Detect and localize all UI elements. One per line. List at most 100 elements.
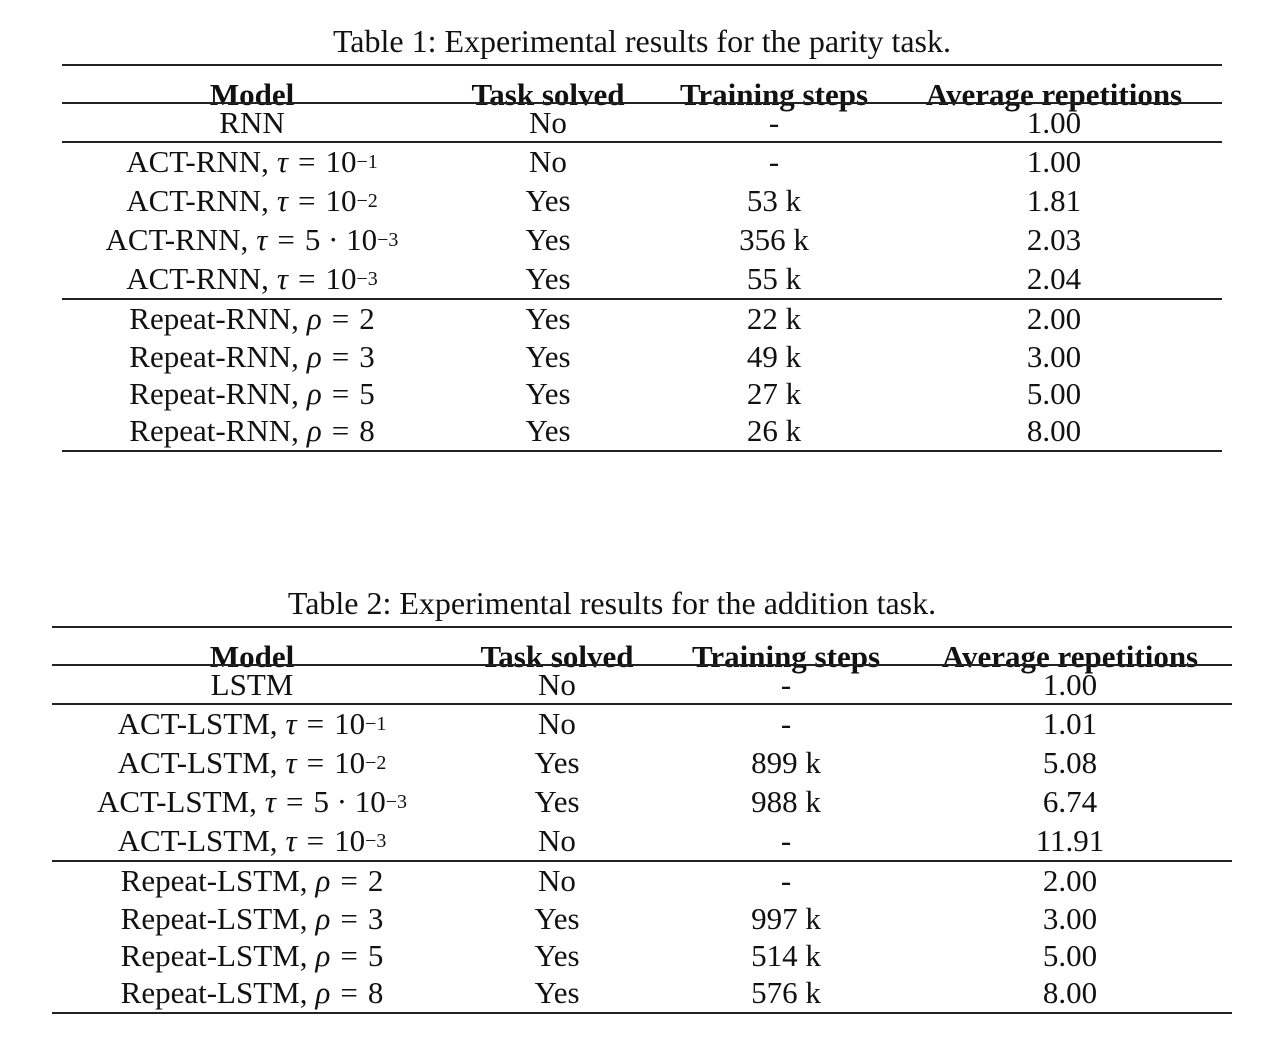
header-rule: [52, 664, 1232, 666]
cell-training-steps: 22 k: [746, 301, 802, 336]
model-name: ACT-LSTM, τ = 5 · 10 −3: [96, 784, 408, 819]
model-name: ACT-RNN, τ = 5 · 10 −3: [105, 222, 399, 257]
table-row: Repeat-LSTM, ρ = 2 No - 2.00: [52, 862, 1232, 900]
cell-average-repetitions: 11.91: [1035, 823, 1105, 858]
equals-sign: =: [331, 301, 350, 336]
cell-model: ACT-LSTM, τ = 10 −1: [52, 706, 452, 742]
table-row: ACT-LSTM, τ = 5 · 10 −3 Yes 988 k 6.74: [52, 783, 1232, 821]
cell-model: Repeat-LSTM, ρ = 8: [52, 975, 452, 1011]
model-name: Repeat-LSTM, ρ = 3: [121, 901, 384, 937]
model-name: ACT-LSTM, τ = 10 −3: [117, 823, 387, 858]
top-rule: [62, 64, 1222, 66]
table-row: ACT-RNN, τ = 5 · 10 −3 Yes 356 k 2.03: [62, 221, 1222, 259]
model-name: Repeat-RNN, ρ = 5: [129, 376, 374, 412]
table-row: Repeat-RNN, ρ = 5 Yes 27 k 5.00: [62, 375, 1222, 413]
table-row: Repeat-LSTM, ρ = 8 Yes 576 k 8.00: [52, 974, 1232, 1012]
equals-sign: =: [298, 261, 316, 296]
cell-average-repetitions: 3.00: [1042, 901, 1098, 936]
group-rule: [62, 298, 1222, 300]
cell-average-repetitions: 5.00: [1042, 938, 1098, 973]
model-prefix: ACT-LSTM,: [117, 706, 278, 741]
hyperparameter-symbol: ρ: [306, 376, 322, 411]
addition-results-table: Table 2: Experimental results for the ad…: [52, 586, 1232, 1016]
cell-training-steps: 26 k: [746, 413, 802, 448]
table-caption: Table 2: Experimental results for the ad…: [287, 585, 937, 621]
cell-model: Repeat-LSTM, ρ = 5: [52, 938, 452, 974]
equals-sign: =: [331, 376, 350, 411]
model-name: Repeat-LSTM, ρ = 8: [121, 975, 384, 1011]
hyperparameter-value: 2: [367, 863, 384, 898]
model-name: ACT-RNN, τ = 10 −1: [126, 144, 378, 179]
cell-task-solved: No: [538, 823, 576, 858]
hyperparameter-value: 2: [359, 301, 375, 336]
cell-task-solved: No: [538, 863, 576, 898]
model-prefix: Repeat-RNN,: [129, 413, 299, 448]
model-prefix: ACT-RNN,: [126, 144, 269, 179]
column-header-training-steps: Training steps: [679, 77, 869, 112]
cell-training-steps: 514 k: [751, 938, 821, 973]
hyperparameter-value: 10: [334, 706, 366, 741]
cell-average-repetitions: 5.08: [1042, 745, 1098, 780]
model-prefix: ACT-RNN,: [126, 261, 269, 296]
model-name: Repeat-LSTM, ρ = 5: [121, 938, 384, 974]
cell-average-repetitions: 1.00: [1026, 105, 1082, 140]
cell-model: Repeat-LSTM, ρ = 3: [52, 901, 452, 937]
table-caption: Table 1: Experimental results for the pa…: [332, 23, 951, 59]
hyperparameter-symbol: τ: [276, 261, 289, 296]
cell-average-repetitions: 3.00: [1026, 339, 1082, 374]
cell-training-steps: 55 k: [746, 261, 802, 296]
hyperparameter-symbol: ρ: [315, 938, 331, 973]
model-prefix: LSTM: [210, 667, 294, 702]
model-prefix: Repeat-RNN,: [129, 301, 299, 336]
cell-model: LSTM: [52, 667, 452, 703]
equals-sign: =: [340, 938, 358, 973]
cell-training-steps: -: [780, 706, 792, 741]
cell-model: ACT-RNN, τ = 10 −1: [62, 144, 442, 180]
column-header-model: Model: [209, 77, 295, 112]
model-name: ACT-LSTM, τ = 10 −2: [117, 745, 387, 780]
cell-task-solved: Yes: [534, 975, 580, 1010]
table-row: ACT-LSTM, τ = 10 −1 No -1.01: [52, 705, 1232, 743]
cell-average-repetitions: 5.00: [1026, 376, 1082, 411]
cell-task-solved: Yes: [534, 901, 580, 936]
hyperparameter-symbol: τ: [276, 144, 289, 179]
equals-sign: =: [298, 144, 316, 179]
model-prefix: RNN: [219, 105, 285, 140]
hyperparameter-symbol: τ: [256, 222, 268, 257]
cell-task-solved: Yes: [525, 339, 571, 374]
table-row: ACT-LSTM, τ = 10 −2 Yes 899 k 5.08: [52, 744, 1232, 782]
hyperparameter-value: 10: [334, 745, 366, 780]
cell-average-repetitions: 2.03: [1026, 222, 1082, 257]
hyperparameter-value: 10: [325, 261, 357, 296]
hyperparameter-value: 5: [359, 376, 375, 411]
bottom-rule: [52, 1012, 1232, 1014]
equals-sign: =: [306, 823, 325, 858]
top-rule: [52, 626, 1232, 628]
model-prefix: Repeat-RNN,: [129, 339, 299, 374]
cell-average-repetitions: 8.00: [1042, 975, 1098, 1010]
model-name: ACT-RNN, τ = 10 −2: [126, 183, 378, 218]
cell-training-steps: 49 k: [746, 339, 802, 374]
table-row: Repeat-LSTM, ρ = 5 Yes 514 k 5.00: [52, 937, 1232, 975]
equals-sign: =: [331, 413, 350, 448]
cell-model: ACT-RNN, τ = 5 · 10 −3: [62, 222, 442, 258]
hyperparameter-value: 3: [359, 339, 375, 374]
hyperparameter-symbol: ρ: [306, 339, 322, 374]
model-prefix: ACT-LSTM,: [117, 823, 278, 858]
cell-training-steps: 27 k: [746, 376, 802, 411]
hyperparameter-symbol: ρ: [315, 863, 331, 898]
table-row: Repeat-LSTM, ρ = 3 Yes 997 k 3.00: [52, 900, 1232, 938]
model-prefix: ACT-LSTM,: [96, 784, 257, 819]
hyperparameter-value: 3: [367, 901, 384, 936]
equals-sign: =: [285, 784, 304, 819]
cell-training-steps: 988 k: [751, 784, 821, 819]
cell-task-solved: Yes: [525, 261, 571, 296]
cell-training-steps: 53 k: [746, 183, 802, 218]
model-prefix: ACT-RNN,: [126, 183, 269, 218]
cell-training-steps: -: [768, 144, 780, 179]
table-row: Repeat-RNN, ρ = 3 Yes 49 k 3.00: [62, 338, 1222, 376]
table-row: ACT-RNN, τ = 10 −1 No -1.00: [62, 143, 1222, 181]
model-name: Repeat-LSTM, ρ = 2: [121, 863, 384, 899]
cell-model: Repeat-RNN, ρ = 8: [62, 413, 442, 449]
cell-model: Repeat-RNN, ρ = 5: [62, 376, 442, 412]
